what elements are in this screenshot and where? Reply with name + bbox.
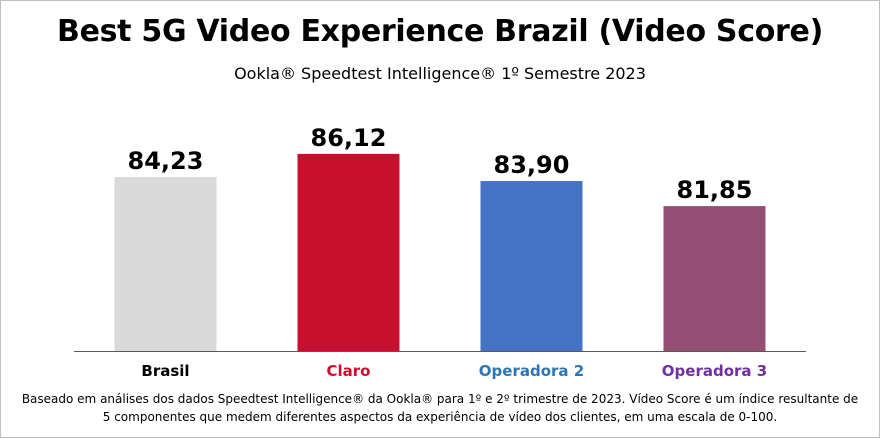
bar-operadora-2 [480,181,583,351]
data-label-operadora-3: 81,85 [677,176,753,204]
category-label-operadora-3: Operadora 3 [662,362,767,380]
chart-subtitle: Ookla® Speedtest Intelligence® 1º Semest… [234,64,646,83]
category-label-operadora-2: Operadora 2 [479,362,584,380]
category-label-claro: Claro [327,362,371,380]
chart-title: Best 5G Video Experience Brazil (Video S… [57,14,823,49]
bar-brasil [114,176,217,351]
data-label-operadora-2: 83,90 [494,151,570,179]
bar-operadora-3 [663,206,766,351]
bar-claro [297,153,400,351]
footnote-line-1: Baseado em análises dos dados Speedtest … [21,392,859,406]
data-label-brasil: 84,23 [128,147,204,175]
footnote-line-2: 5 componentes que medem diferentes aspec… [102,410,778,424]
category-label-brasil: Brasil [141,362,189,380]
footnote: Baseado em análises dos dados Speedtest … [0,390,880,426]
data-label-claro: 86,12 [311,124,387,152]
